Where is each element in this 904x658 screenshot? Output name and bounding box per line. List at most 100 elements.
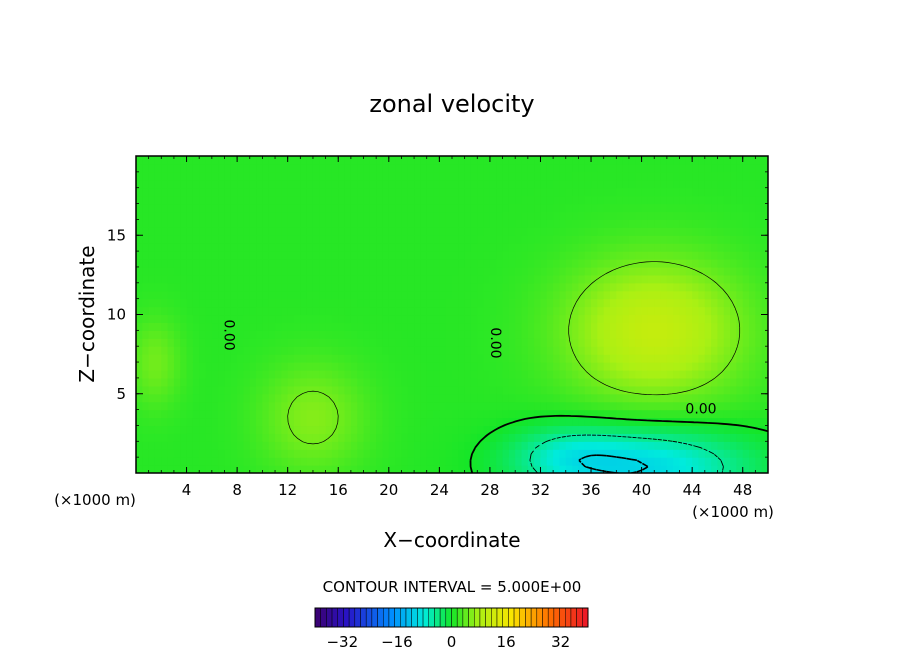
heatmap-cell: [218, 211, 226, 220]
heatmap-cell: [458, 282, 466, 292]
heatmap-cell: [414, 203, 421, 213]
heatmap-cell: [256, 243, 263, 252]
heatmap-cell: [154, 306, 162, 316]
heatmap-cell: [199, 314, 207, 324]
heatmap-cell: [616, 393, 624, 403]
heatmap-cell: [363, 449, 371, 458]
heatmap-cell: [420, 465, 428, 473]
heatmap-cell: [433, 322, 440, 331]
heatmap-cell: [515, 314, 523, 324]
heatmap-cell: [445, 171, 453, 181]
heatmap-cell: [199, 385, 207, 395]
heatmap-cell: [249, 274, 257, 284]
heatmap-cell: [363, 441, 371, 450]
heatmap-cell: [584, 179, 592, 189]
heatmap-cell: [376, 425, 384, 434]
heatmap-cell: [218, 417, 226, 427]
heatmap-cell: [142, 179, 150, 189]
heatmap-cell: [230, 290, 238, 300]
heatmap-cell: [704, 195, 712, 205]
heatmap-cell: [136, 393, 143, 403]
heatmap-cell: [477, 259, 485, 268]
heatmap-cell: [521, 393, 529, 403]
colorbar-segment: [582, 607, 589, 628]
heatmap-cell: [616, 409, 624, 419]
heatmap-cell: [407, 187, 415, 197]
heatmap-cell: [224, 330, 232, 339]
heatmap-cell: [350, 338, 358, 347]
heatmap-cell: [173, 282, 181, 292]
heatmap-cell: [136, 187, 143, 197]
heatmap-cell: [357, 274, 365, 284]
heatmap-cell: [230, 211, 238, 220]
heatmap-cell: [344, 243, 352, 252]
heatmap-cell: [211, 156, 219, 165]
heatmap-cell: [755, 266, 763, 276]
heatmap-cell: [199, 211, 207, 220]
heatmap-cell: [685, 393, 693, 403]
heatmap-cell: [350, 441, 358, 450]
heatmap-cell: [344, 393, 352, 403]
heatmap-cell: [382, 425, 390, 434]
heatmap-cell: [433, 203, 440, 213]
heatmap-cell: [565, 179, 573, 189]
heatmap-cell: [167, 163, 175, 173]
heatmap-cell: [211, 362, 219, 371]
heatmap-cell: [300, 457, 308, 466]
heatmap-cell: [578, 306, 586, 316]
heatmap-cell: [136, 282, 143, 292]
heatmap-cell: [647, 465, 655, 473]
heatmap-cell: [761, 203, 768, 213]
heatmap-cell: [433, 433, 440, 442]
heatmap-cell: [730, 266, 737, 276]
heatmap-cell: [736, 433, 744, 442]
heatmap-cell: [527, 362, 535, 371]
heatmap-cell: [654, 465, 662, 473]
heatmap-cell: [306, 211, 314, 220]
heatmap-cell: [565, 266, 573, 276]
heatmap-cell: [603, 465, 611, 473]
heatmap-cell: [312, 346, 320, 355]
heatmap-cell: [692, 322, 700, 331]
heatmap-cell: [704, 369, 712, 379]
heatmap-cell: [344, 330, 352, 339]
heatmap-cell: [508, 401, 516, 411]
colorbar-tick-label: 32: [551, 633, 570, 651]
heatmap-cell: [439, 322, 447, 331]
heatmap-cell: [666, 314, 674, 324]
heatmap-cell: [496, 314, 504, 324]
heatmap-cell: [717, 409, 725, 419]
heatmap-cell: [635, 187, 643, 197]
heatmap-cell: [319, 179, 327, 189]
heatmap-cell: [717, 156, 725, 165]
heatmap-cell: [559, 227, 567, 236]
heatmap-cell: [635, 266, 643, 276]
heatmap-cell: [717, 266, 725, 276]
heatmap-cell: [553, 219, 561, 228]
heatmap-cell: [559, 441, 567, 450]
heatmap-cell: [376, 433, 384, 442]
heatmap-cell: [268, 417, 276, 427]
heatmap-cell: [294, 409, 301, 419]
heatmap-cell: [489, 441, 497, 450]
heatmap-cell: [591, 338, 598, 347]
heatmap-cell: [736, 385, 744, 395]
heatmap-cell: [584, 306, 592, 316]
heatmap-cell: [628, 409, 636, 419]
heatmap-cell: [281, 274, 289, 284]
heatmap-cell: [192, 322, 200, 331]
heatmap-cell: [711, 163, 719, 173]
heatmap-cell: [673, 282, 681, 292]
heatmap-cell: [546, 465, 554, 473]
heatmap-cell: [647, 163, 655, 173]
heatmap-cell: [338, 354, 346, 363]
heatmap-cell: [344, 211, 352, 220]
heatmap-cell: [338, 235, 346, 244]
heatmap-cell: [218, 401, 226, 411]
heatmap-cell: [167, 290, 175, 300]
heatmap-cell: [698, 243, 706, 252]
heatmap-cell: [761, 393, 768, 403]
heatmap-cell: [230, 338, 238, 347]
heatmap-cell: [186, 211, 194, 220]
heatmap-cell: [502, 377, 510, 387]
